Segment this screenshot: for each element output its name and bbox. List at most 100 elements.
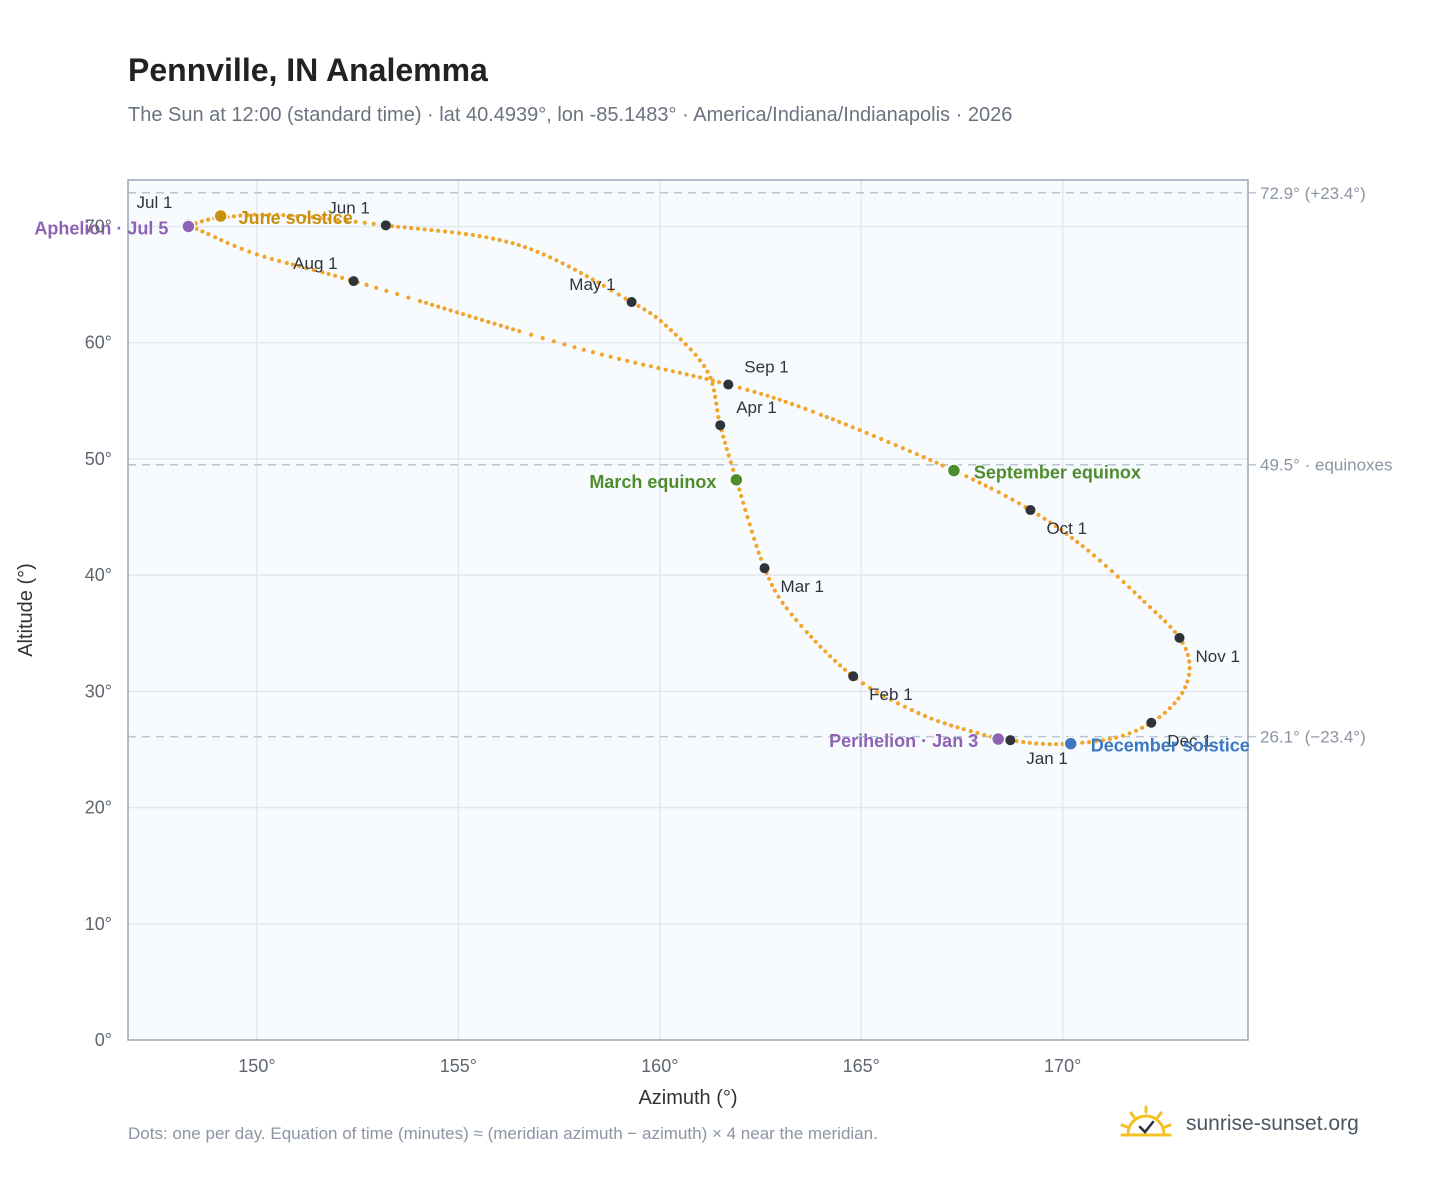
month-marker	[848, 671, 859, 682]
daily-sun-dot	[929, 716, 934, 721]
daily-sun-dot	[916, 711, 921, 716]
daily-sun-dot	[633, 360, 638, 365]
daily-sun-dot	[1186, 672, 1192, 677]
daily-sun-dot	[1036, 512, 1041, 518]
daily-sun-dot	[479, 317, 485, 323]
daily-sun-dot	[711, 388, 717, 393]
daily-sun-dot	[245, 212, 250, 218]
event-markers: June solstice Aphelion · Jul 5 March equin…	[34, 208, 1249, 756]
daily-sun-dot	[1142, 599, 1147, 604]
daily-sun-dot	[717, 380, 722, 385]
daily-sun-dot	[648, 364, 654, 369]
daily-sun-dot	[936, 719, 941, 724]
daily-sun-dot	[548, 255, 553, 260]
daily-sun-dot	[842, 667, 848, 672]
daily-sun-dot	[1097, 558, 1102, 563]
daily-sun-dot	[467, 314, 472, 319]
y-tick-label: 50°	[85, 449, 112, 469]
daily-sun-dot	[247, 249, 252, 254]
daily-sun-dot	[239, 246, 244, 251]
month-label: Aug 1	[293, 254, 337, 273]
daily-sun-dot	[1187, 659, 1192, 664]
daily-sun-dot	[625, 358, 630, 363]
daily-sun-dot	[955, 725, 960, 730]
daily-sun-dot	[914, 452, 920, 457]
daily-sun-dot	[843, 422, 849, 427]
event-marker	[1063, 736, 1078, 751]
daily-sun-dot	[290, 262, 295, 267]
daily-sun-dot	[758, 556, 764, 561]
daily-sun-dot	[810, 409, 816, 414]
daily-sun-dot	[578, 270, 584, 276]
daily-sun-dot	[668, 328, 674, 333]
daily-sun-dot	[522, 245, 528, 250]
event-marker	[946, 463, 962, 478]
y-tick-label: 70°	[85, 216, 112, 236]
daily-sun-dot	[389, 224, 395, 229]
daily-sun-dot	[275, 212, 280, 217]
month-marker	[1174, 632, 1185, 643]
plot-area	[128, 180, 1248, 1040]
daily-sun-dot	[335, 217, 340, 222]
daily-sun-dot	[670, 369, 676, 374]
daily-sun-dot	[463, 232, 468, 237]
daily-sun-dot	[765, 393, 770, 398]
month-label: Dec 1	[1167, 732, 1211, 751]
daily-sun-dot	[1114, 735, 1119, 740]
daily-sun-dot	[697, 358, 703, 363]
daily-sun-dot	[871, 433, 877, 439]
daily-sun-dot	[977, 480, 982, 485]
brand[interactable]: sunrise-sunset.org	[1118, 1100, 1359, 1148]
daily-sun-dot	[199, 219, 204, 224]
daily-sun-dot	[828, 654, 833, 659]
y-axis-title: Altitude (°)	[15, 563, 37, 657]
daily-sun-dot	[1040, 741, 1046, 747]
x-tick-label: 170°	[1044, 1056, 1081, 1076]
daily-sun-dot	[1047, 742, 1052, 747]
brand-text[interactable]: sunrise-sunset.org	[1186, 1112, 1359, 1135]
month-marker	[1025, 505, 1036, 516]
daily-sun-dot	[311, 268, 317, 273]
daily-sun-dot	[909, 708, 914, 713]
daily-sun-dot	[302, 214, 307, 219]
daily-sun-dot	[1187, 666, 1192, 671]
daily-sun-dot	[752, 536, 757, 542]
daily-sun-dot	[599, 352, 605, 357]
daily-sun-dot	[333, 273, 338, 278]
daily-sun-dot	[1069, 535, 1074, 541]
daily-sun-dot	[1027, 740, 1032, 745]
y-tick-label: 20°	[85, 798, 112, 818]
daily-sun-dot	[608, 354, 613, 359]
daily-sun-dot	[737, 487, 742, 492]
x-tick-label: 165°	[843, 1056, 880, 1076]
daily-sun-dot	[1132, 590, 1137, 595]
daily-sun-dot	[340, 275, 345, 280]
daily-sun-dot	[409, 226, 414, 231]
daily-sun-dot	[809, 634, 814, 640]
daily-sun-dot	[318, 216, 323, 221]
daily-sun-dot	[1034, 741, 1039, 746]
daily-sun-dot	[983, 483, 988, 488]
daily-sun-dot	[745, 387, 750, 392]
daily-sun-dot	[1115, 574, 1120, 579]
daily-sun-dot	[418, 299, 423, 304]
daily-sun-dot	[833, 658, 838, 664]
daily-sun-dot	[510, 327, 516, 332]
daily-sun-dot	[267, 212, 272, 217]
daily-sun-dot	[395, 292, 400, 297]
event-label: September equinox	[974, 463, 1141, 483]
daily-sun-dot	[818, 412, 824, 417]
daily-sun-dot	[566, 264, 571, 269]
daily-sun-dot	[996, 490, 1001, 495]
event-marker	[213, 208, 228, 224]
daily-sun-dot	[1140, 725, 1145, 731]
month-label: Jul 1	[137, 193, 173, 212]
daily-sun-dot	[1103, 563, 1108, 568]
daily-sun-dot	[473, 316, 478, 321]
daily-sun-dot	[219, 238, 224, 243]
month-label: Jan 1	[1026, 749, 1068, 768]
daily-sun-dot	[716, 415, 721, 420]
daily-sun-dot	[893, 443, 898, 448]
daily-sun-dot	[1053, 524, 1058, 529]
daily-sun-dot	[1075, 539, 1080, 545]
